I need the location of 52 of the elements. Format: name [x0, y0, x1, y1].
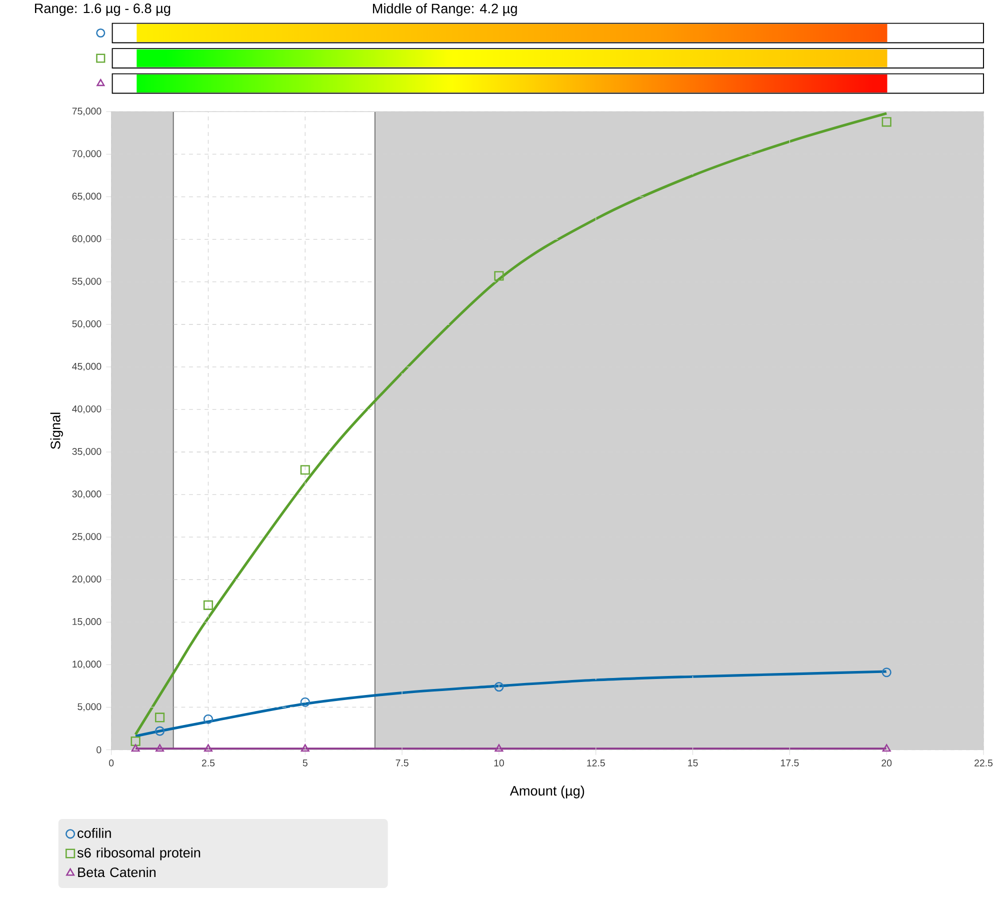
y-tick-label: 70,000 [72, 150, 102, 158]
point [300, 744, 310, 752]
x-tick-label: 5 [302, 760, 308, 766]
x-tick-label: 17.5 [780, 760, 799, 766]
point [494, 682, 504, 692]
point [494, 271, 504, 281]
point [203, 600, 214, 610]
x-tick-label: 20 [882, 760, 892, 767]
point [204, 744, 212, 752]
y-tick-label: 5,000 [78, 703, 102, 712]
point [131, 744, 140, 752]
x-tick-label: 15 [688, 760, 698, 766]
point [882, 117, 892, 127]
point [300, 465, 310, 475]
x-tick-label: 0 [109, 760, 114, 767]
chart-title: Range: 1.6 µg - 6.8 µg [35, 4, 170, 16]
x-tick-label: 22.5 [974, 760, 993, 767]
line-series [134, 112, 888, 736]
y-tick-label: 75,000 [72, 108, 102, 116]
x-tick-label: 2.5 [202, 760, 215, 767]
x-axis-title: Amount (µg) [510, 786, 584, 799]
point [494, 744, 504, 752]
legend-label: s6 ribosomal protein [77, 848, 200, 860]
y-tick-label: 35,000 [72, 448, 102, 456]
y-tick-label: 15,000 [72, 618, 102, 626]
y-tick-label: 20,000 [72, 576, 102, 584]
y-tick-label: 45,000 [72, 363, 102, 372]
point [300, 698, 310, 708]
y-tick-label: 40,000 [72, 406, 102, 414]
x-tick-label: 10 [494, 760, 504, 767]
point [130, 736, 140, 746]
y-tick-label: 55,000 [72, 278, 102, 286]
x-tick-label: 7.5 [396, 760, 408, 766]
point [882, 744, 891, 752]
y-tick-label: 10,000 [72, 660, 102, 669]
line-series [134, 670, 888, 738]
y-tick-label: 30,000 [72, 490, 102, 499]
legend-label: Beta Catenin [78, 867, 156, 878]
y-tick-label: 25,000 [72, 533, 102, 542]
y-axis-title: Signal [50, 412, 63, 450]
y-tick-label: 50,000 [72, 320, 102, 329]
text: Middle of Range: 4.2 µg [373, 4, 517, 16]
y-tick-label: 65,000 [72, 192, 102, 201]
point [155, 712, 165, 722]
y-tick-label: 60,000 [72, 235, 102, 244]
legend-label: cofilin [78, 828, 111, 838]
point [156, 744, 164, 752]
x-tick-label: 12.5 [587, 760, 605, 767]
point [882, 668, 892, 678]
y-tick-label: 0 [96, 746, 102, 754]
point [203, 714, 214, 724]
point [155, 726, 165, 736]
